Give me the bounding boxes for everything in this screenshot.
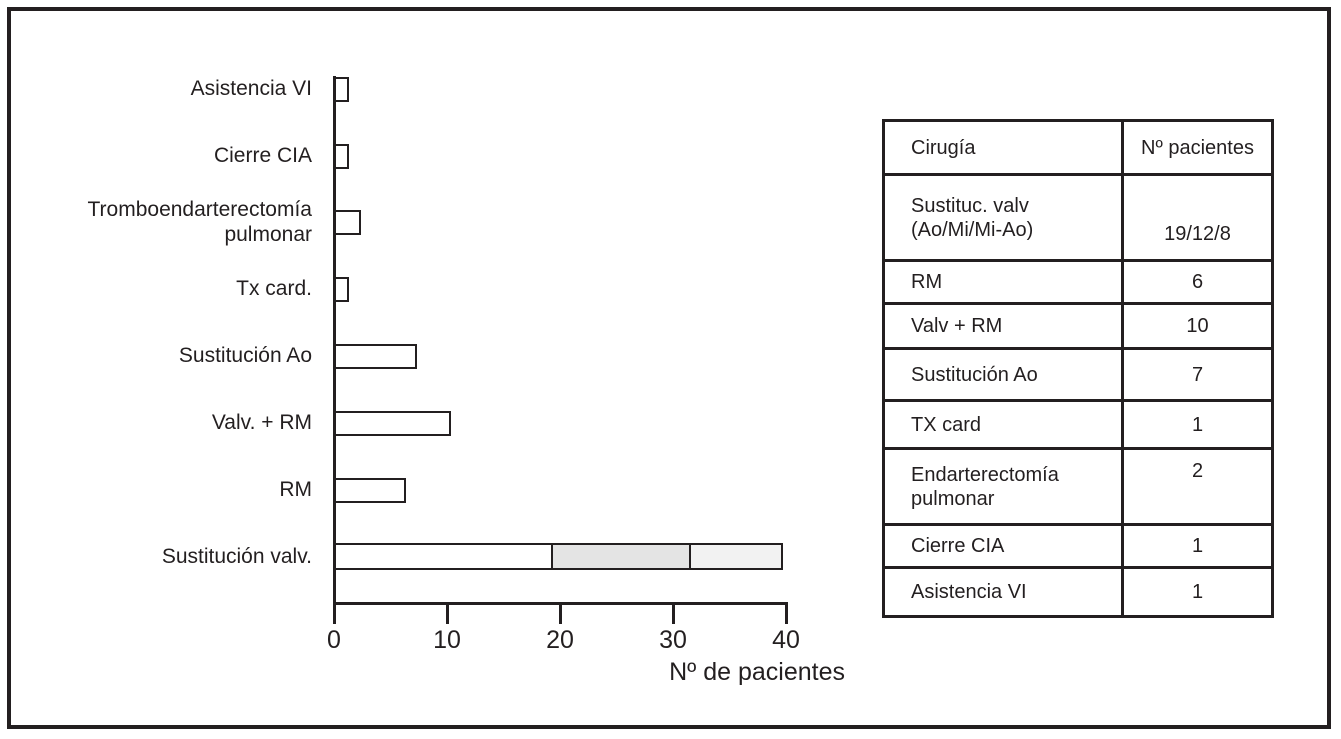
bar bbox=[334, 277, 349, 303]
bar-segment bbox=[689, 545, 781, 569]
patients-table: Cirugía Nº pacientes Sustituc. valv (Ao/… bbox=[882, 119, 1274, 618]
surgery-name-cell: Valv + RM bbox=[882, 302, 1124, 350]
category-label: RM bbox=[279, 477, 312, 501]
category-label: Valv. + RM bbox=[211, 411, 312, 434]
figure-border-frame bbox=[7, 7, 1331, 729]
chart-row: Sustitución valv. bbox=[36, 524, 826, 591]
patient-count-cell: 1 bbox=[1121, 399, 1274, 450]
chart-row: Tx card. bbox=[36, 256, 826, 323]
axis-tick bbox=[445, 602, 449, 624]
bar bbox=[334, 344, 417, 370]
table-body: Sustituc. valv (Ao/Mi/Mi-Ao) 19/12/8 RM 6 Va… bbox=[882, 173, 1274, 618]
bar-segment bbox=[336, 78, 347, 100]
bar-segment bbox=[336, 412, 449, 434]
table-row: TX card 1 bbox=[882, 399, 1274, 450]
chart-row: Tromboendarterectomía pulmonar bbox=[36, 190, 826, 257]
category-label: Sustitución valv. bbox=[161, 544, 312, 568]
surgery-name-cell: Asistencia VI bbox=[882, 566, 1124, 618]
chart-rows: Asistencia VI Cierre CIA Tromboendarterect… bbox=[36, 56, 826, 590]
table-row: Cierre CIA 1 bbox=[882, 523, 1274, 569]
chart-row: Asistencia VI bbox=[36, 56, 826, 123]
bar-segment bbox=[336, 346, 415, 368]
axis-tick bbox=[784, 602, 788, 624]
patient-count-cell: 10 bbox=[1121, 302, 1274, 350]
tick-label: 20 bbox=[546, 626, 574, 654]
table-header-row: Cirugía Nº pacientes bbox=[882, 119, 1274, 176]
patient-count-cell: 6 bbox=[1121, 259, 1274, 305]
chart-row: Cierre CIA bbox=[36, 123, 826, 190]
bar-segment bbox=[336, 279, 347, 301]
chart-row: RM bbox=[36, 457, 826, 524]
bar-chart: Asistencia VI Cierre CIA Tromboendarterect… bbox=[36, 56, 845, 686]
surgery-name-cell: Sustituc. valv (Ao/Mi/Mi-Ao) bbox=[882, 173, 1124, 262]
surgery-name-cell: Cierre CIA bbox=[882, 523, 1124, 569]
bar bbox=[334, 210, 361, 236]
patient-count-cell: 1 bbox=[1121, 566, 1274, 618]
bar bbox=[334, 543, 783, 571]
patient-count-cell: 19/12/8 bbox=[1121, 173, 1274, 262]
chart-row: Valv. + RM bbox=[36, 390, 826, 457]
category-label: Tromboendarterectomía pulmonar bbox=[87, 198, 313, 246]
table-row: Valv + RM 10 bbox=[882, 302, 1274, 350]
tick-label: 10 bbox=[433, 626, 461, 654]
tick-label: 30 bbox=[659, 626, 687, 654]
table-row: Asistencia VI 1 bbox=[882, 566, 1274, 618]
y-axis-line bbox=[333, 76, 336, 605]
bar-segment bbox=[336, 479, 404, 501]
bar bbox=[334, 76, 349, 102]
table-row: RM 6 bbox=[882, 259, 1274, 305]
category-label: Tx card. bbox=[236, 277, 312, 301]
axis-tick bbox=[558, 602, 562, 624]
tick-label: 40 bbox=[772, 626, 800, 654]
bar bbox=[334, 477, 406, 503]
surgery-name-cell: TX card bbox=[882, 399, 1124, 450]
surgery-name-cell: Endarterectomía pulmonar bbox=[882, 447, 1124, 526]
surgery-name-cell: Sustitución Ao bbox=[882, 347, 1124, 402]
chart-row: Sustitución Ao bbox=[36, 323, 826, 390]
table-row: Sustitución Ao 7 bbox=[882, 347, 1274, 402]
axis-tick bbox=[332, 602, 336, 624]
patient-count-cell: 1 bbox=[1121, 523, 1274, 569]
bar-segment bbox=[551, 545, 689, 569]
category-label: Asistencia VI bbox=[190, 77, 312, 101]
axis-tick bbox=[671, 602, 675, 624]
patient-count-cell: 7 bbox=[1121, 347, 1274, 402]
x-axis-title: Nº de pacientes bbox=[669, 658, 845, 686]
table-head: Cirugía Nº pacientes bbox=[882, 119, 1274, 176]
bar-segment bbox=[336, 145, 347, 167]
table-header-pacientes: Nº pacientes bbox=[1121, 119, 1274, 176]
bar-segment bbox=[336, 545, 551, 569]
category-label: Cierre CIA bbox=[213, 143, 312, 167]
table-row: Endarterectomía pulmonar 2 bbox=[882, 447, 1274, 526]
category-label: Sustitución Ao bbox=[178, 344, 312, 368]
bar-segment bbox=[336, 212, 359, 234]
surgery-name-cell: RM bbox=[882, 259, 1124, 305]
table-header-cirugia: Cirugía bbox=[882, 119, 1124, 176]
tick-label: 0 bbox=[327, 626, 341, 654]
table-row: Sustituc. valv (Ao/Mi/Mi-Ao) 19/12/8 bbox=[882, 173, 1274, 262]
bar bbox=[334, 143, 349, 169]
bar bbox=[334, 410, 451, 436]
patient-count-cell: 2 bbox=[1121, 447, 1274, 526]
